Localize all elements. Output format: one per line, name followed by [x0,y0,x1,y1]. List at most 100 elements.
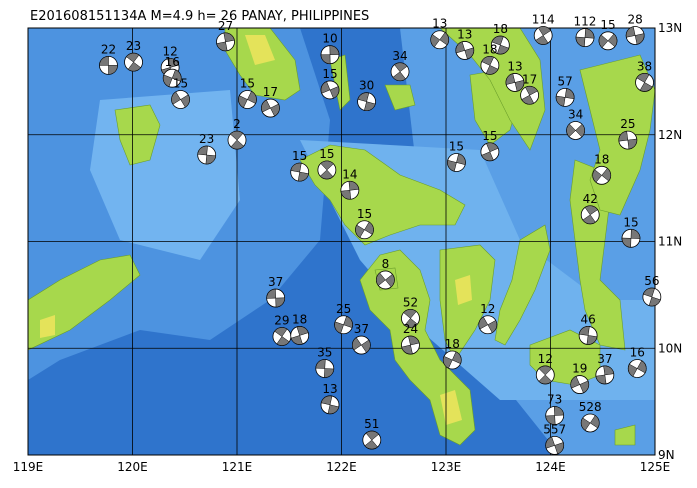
depth-label: 18 [292,312,307,326]
depth-label: 12 [162,44,177,58]
beachball-quadrant [579,380,589,394]
beachball-quadrant [270,103,280,117]
beachball-quadrant [636,360,647,374]
depth-label: 17 [263,85,278,99]
beachball-quadrant [329,86,340,99]
beachball-quadrant [481,151,494,161]
depth-label: 15 [600,18,615,32]
beachball-quadrant [553,406,564,416]
beachball-quadrant [455,41,466,54]
beachball-quadrant [598,34,609,48]
depth-label: 13 [457,27,472,41]
beachball-quadrant [361,339,371,353]
focal-mechanism [625,26,645,45]
beachball-quadrant [357,92,370,102]
beachball-quadrant [575,36,586,47]
depth-label: 15 [482,129,497,143]
beachball-quadrant [385,273,395,288]
focal-mechanism [578,326,598,345]
beachball-quadrant [478,316,489,330]
beachball-quadrant [408,335,420,346]
depth-label: 18 [445,337,460,351]
focal-mechanism [595,365,615,385]
depth-label: 112 [574,15,597,29]
y-tick-label: 10N [658,341,682,355]
beachball-quadrant [320,395,333,406]
beachball-quadrant [99,56,109,66]
beachball-quadrant [276,336,290,346]
beachball-quadrant [491,35,504,46]
depth-label: 15 [292,149,307,163]
depth-label: 13 [322,382,337,396]
beachball-quadrant [274,327,288,337]
depth-label: 19 [572,362,587,376]
x-tick-label: 120E [117,460,148,474]
focal-mechanism [162,68,182,88]
depth-label: 15 [322,67,337,81]
beachball-quadrant [392,71,406,82]
focal-mechanism [317,160,337,180]
x-tick-label: 124E [535,460,566,474]
focal-mechanism [99,55,118,75]
focal-mechanism [290,162,310,182]
focal-mechanism [362,430,382,450]
depth-label: 57 [557,74,572,88]
focal-mechanism [535,365,555,385]
focal-mechanism [592,165,612,185]
focal-mechanism [357,92,376,112]
beachball-quadrant [329,45,340,55]
beachball-quadrant [575,123,585,138]
depth-label: 14 [342,167,357,181]
depth-label: 56 [644,274,659,288]
beachball-quadrant [582,214,596,225]
beachball-quadrant [584,28,595,39]
beachball-quadrant [566,123,576,138]
beachball-quadrant [545,436,555,449]
depth-label: 2 [233,117,241,131]
focal-mechanism [171,90,190,109]
depth-label: 27 [218,19,233,33]
beachball-quadrant [197,145,208,156]
depth-label: 23 [199,132,214,146]
focal-mechanism [290,326,310,345]
beachball-quadrant [485,65,499,75]
y-tick-label: 12N [658,128,682,142]
beachball-quadrant [126,52,140,63]
focal-mechanism [447,153,466,172]
beachball-quadrant [319,169,334,180]
depth-label: 12 [538,352,553,366]
beachball-quadrant [451,351,462,365]
depth-label: 557 [543,422,566,436]
x-tick-label: 122E [326,460,357,474]
depth-label: 38 [637,59,652,73]
focal-mechanism [227,130,247,150]
beachball-quadrant [521,94,535,105]
depth-label: 16 [165,55,180,69]
x-tick-label: 123E [431,460,462,474]
focal-mechanism [635,73,654,92]
beachball-quadrant [538,374,552,385]
focal-mechanism [272,327,292,346]
beachball-quadrant [607,33,618,48]
depth-label: 15 [319,147,334,161]
depth-label: 52 [403,295,418,309]
beachball-quadrant [365,430,380,441]
beachball-quadrant [630,229,641,239]
depth-label: 46 [580,312,595,326]
depth-label: 35 [317,346,332,360]
beachball-quadrant [642,287,655,298]
depth-label: 24 [403,322,418,336]
focal-mechanism [390,62,410,82]
beachball-quadrant [320,160,334,171]
beachball-quadrant [364,439,378,450]
focal-mechanism [401,335,420,355]
depth-label: 16 [630,346,645,360]
beachball-quadrant [247,91,257,104]
focal-mechanism [621,228,641,248]
beachball-quadrant [464,47,475,60]
beachball-quadrant [334,321,344,334]
y-tick-label: 13N [658,21,682,35]
focal-mechanism [351,335,371,355]
beachball-quadrant [486,142,499,153]
